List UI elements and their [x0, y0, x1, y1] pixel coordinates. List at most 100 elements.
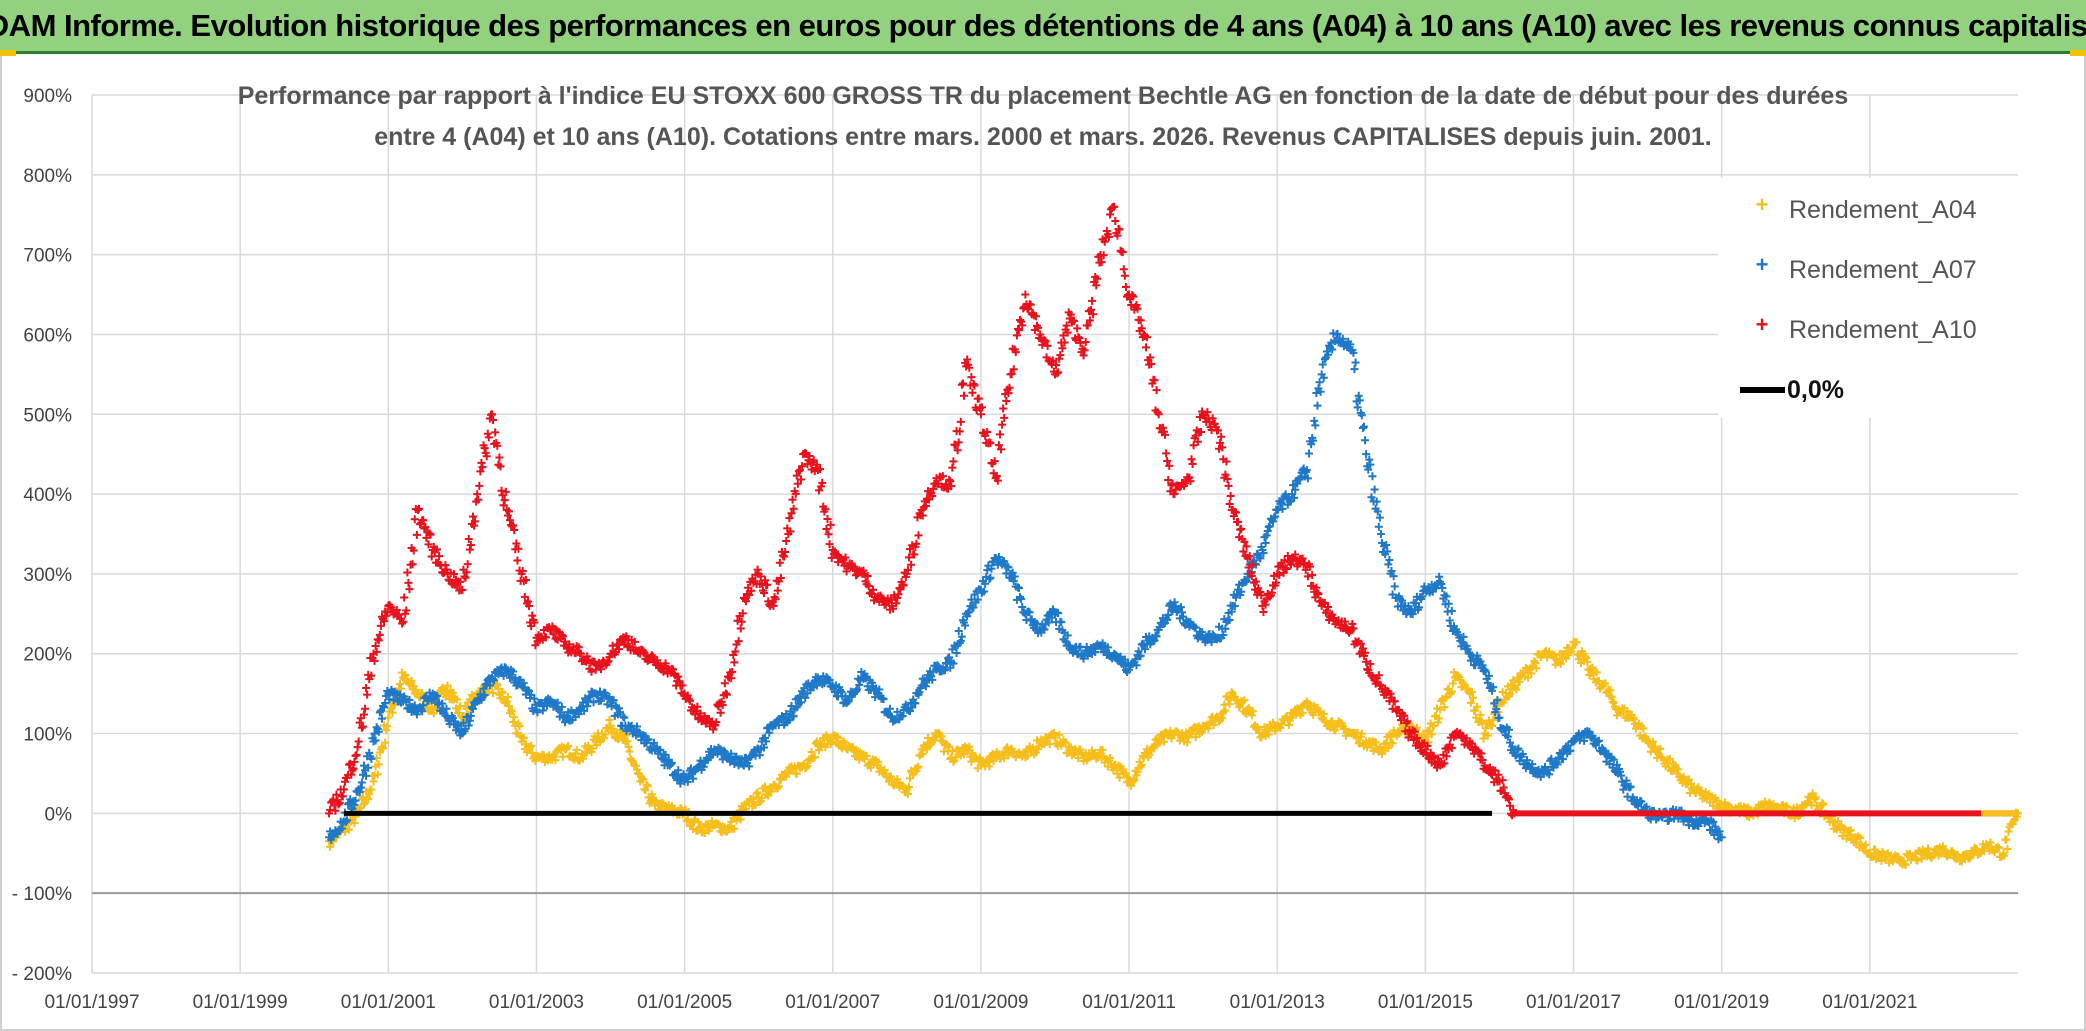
data-point: [343, 816, 352, 825]
data-point: [674, 766, 683, 775]
data-point: [694, 818, 703, 827]
data-point: [1856, 833, 1865, 842]
data-point: [553, 698, 562, 707]
data-point: [753, 788, 762, 797]
data-point: [379, 744, 388, 753]
data-point: [898, 712, 907, 721]
data-point: [980, 587, 989, 596]
data-point: [898, 781, 907, 790]
data-point: [527, 741, 536, 750]
x-tick-label: 01/01/2021: [1822, 992, 1917, 1013]
data-point: [938, 736, 947, 745]
data-point: [370, 729, 379, 738]
data-point: [707, 745, 716, 754]
x-tick-label: 01/01/2015: [1378, 992, 1473, 1013]
data-point: [588, 744, 597, 753]
data-point: [580, 706, 589, 715]
data-point: [1445, 616, 1454, 625]
x-tick-label: 01/01/2019: [1674, 992, 1769, 1013]
banner-title: ADAM Informe. Evolution historique des p…: [0, 0, 2086, 54]
data-point: [480, 691, 489, 700]
data-point: [886, 772, 895, 781]
data-point: [429, 709, 438, 718]
data-point: [749, 794, 758, 803]
data-point: [1150, 636, 1159, 645]
data-point: [987, 564, 996, 573]
data-point: [1063, 631, 1072, 640]
data-point: [1447, 687, 1456, 696]
data-point: [1595, 684, 1604, 693]
data-point: [683, 777, 692, 786]
data-point: [1061, 738, 1070, 747]
data-point: [643, 782, 652, 791]
data-point: [1716, 799, 1725, 808]
data-point: [1448, 679, 1457, 688]
data-point: [1568, 643, 1577, 652]
data-point: [1160, 737, 1168, 746]
chart-title-line2: entre 4 (A04) et 10 ans (A10). Cotations…: [374, 123, 1712, 151]
data-point: [951, 753, 960, 762]
data-point: [1188, 460, 1197, 469]
data-point: [1118, 765, 1127, 774]
data-point: [619, 736, 628, 745]
data-point: [1136, 651, 1145, 660]
data-point: [1310, 416, 1319, 425]
data-point: [984, 758, 993, 767]
data-point: [463, 560, 472, 569]
data-point: [1225, 700, 1234, 709]
x-tick-label: 01/01/2009: [933, 992, 1028, 1013]
data-point: [948, 463, 957, 472]
x-tick-label: 01/01/2001: [341, 992, 436, 1013]
chart-legend: + Rendement_A04 + Rendement_A07 + Rendem…: [1718, 178, 2020, 418]
data-point: [1385, 556, 1394, 565]
data-point: [1648, 737, 1657, 746]
data-point: [632, 722, 641, 731]
legend-label-zero: 0,0%: [1787, 376, 1844, 404]
data-point: [1606, 686, 1615, 695]
data-point: [1207, 638, 1216, 647]
data-point: [530, 694, 539, 703]
data-point: [1483, 731, 1492, 740]
data-point: [1137, 760, 1146, 769]
data-point: [1119, 661, 1128, 670]
data-point: [1163, 615, 1172, 624]
legend-marker-a07: +: [1756, 252, 1769, 277]
data-point: [834, 733, 843, 742]
data-point: [763, 790, 772, 799]
data-point: [774, 782, 783, 791]
data-point: [1227, 607, 1236, 616]
data-point: [969, 603, 978, 612]
data-point: [1524, 673, 1533, 682]
data-point: [1607, 692, 1616, 701]
data-point: [1054, 609, 1063, 618]
data-point: [601, 730, 610, 739]
data-point: [983, 566, 992, 575]
data-point: [326, 842, 335, 851]
data-point: [1119, 265, 1128, 274]
data-point: [1506, 689, 1515, 698]
data-point: [1183, 738, 1192, 747]
data-point: [419, 701, 428, 710]
data-point: [1073, 324, 1082, 333]
data-point: [1120, 271, 1129, 280]
data-point: [461, 573, 470, 582]
data-point: [1177, 608, 1186, 617]
data-point: [968, 388, 977, 397]
data-point: [732, 816, 741, 825]
banner-accent-right: [2070, 50, 2086, 56]
data-point: [382, 726, 391, 735]
x-axis: 01/01/1997 01/01/1999 01/01/2001 01/01/2003…: [44, 992, 1917, 1013]
data-point: [1166, 599, 1175, 608]
data-point: [1120, 655, 1129, 664]
data-point: [345, 798, 354, 807]
data-point: [1315, 378, 1324, 387]
data-point: [1049, 729, 1058, 738]
data-point: [1924, 844, 1933, 853]
data-point: [1479, 734, 1488, 743]
data-point: [719, 746, 728, 755]
data-point: [405, 695, 414, 704]
data-point: [1111, 217, 1120, 226]
data-point: [1198, 628, 1207, 637]
data-point: [526, 742, 535, 751]
